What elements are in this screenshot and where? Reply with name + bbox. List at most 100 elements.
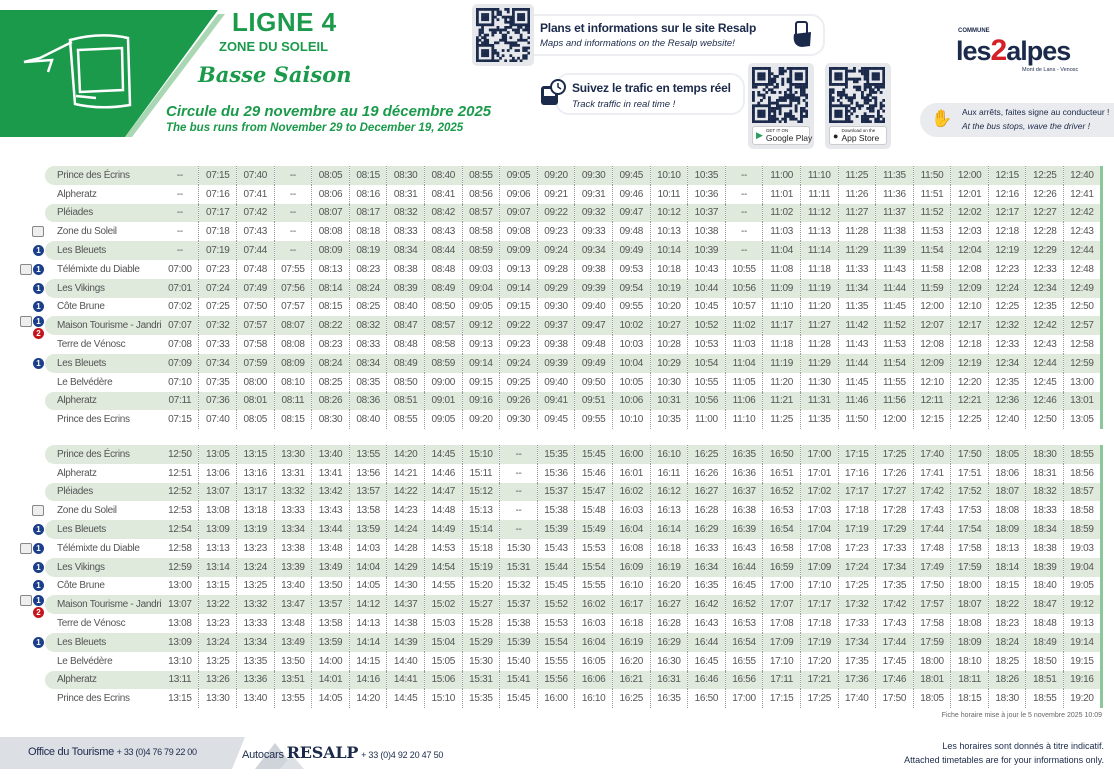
departure-time: 07:35	[198, 372, 238, 392]
departure-time: 10:05	[612, 372, 651, 392]
departure-time: 15:56	[537, 670, 576, 690]
table-row: Terre de Vénosc 07:08 07:33 07:58 08:08 08:23…	[45, 335, 1103, 354]
departure-time: 08:01	[236, 391, 275, 411]
stop-name: Prince des Ecrins	[57, 414, 130, 426]
departure-time: 16:18	[612, 614, 651, 633]
departure-time: 10:19	[650, 278, 689, 298]
departure-time: 11:27	[800, 316, 839, 336]
app-store-badge[interactable]: ● Download on the App Store	[829, 126, 887, 145]
departure-time: 17:00	[762, 576, 801, 596]
departure-time: 15:11	[462, 463, 501, 483]
departure-time: 14:38	[386, 614, 425, 633]
departure-time: 18:30	[1025, 445, 1065, 464]
departure-time: 08:57	[462, 203, 501, 223]
departure-time: 19:12	[1063, 595, 1103, 615]
departure-time: 07:01	[161, 278, 200, 298]
departure-time: 18:38	[1025, 538, 1065, 558]
departure-time: 18:40	[1025, 576, 1065, 596]
departure-time: 11:44	[875, 278, 914, 298]
departure-time: 12:57	[1063, 316, 1103, 336]
departure-time: 10:36	[687, 184, 726, 204]
departure-time: 16:39	[725, 520, 764, 539]
departure-time: 09:46	[612, 184, 651, 204]
google-play-qr[interactable]: ▶ GET IT ON Google Play	[748, 63, 814, 149]
line-1-icon: 1	[33, 301, 44, 313]
departure-time: 11:01	[762, 184, 801, 204]
stop-connection-icons: 1	[10, 279, 44, 298]
departure-time: 11:51	[913, 184, 952, 204]
departure-time: 13:48	[274, 614, 313, 633]
app-store-qr[interactable]: ● Download on the App Store	[825, 63, 891, 149]
departure-time: 17:27	[875, 482, 914, 502]
departure-time: 11:35	[838, 297, 877, 317]
departure-time: 15:27	[462, 595, 501, 615]
departure-time: 13:00	[161, 576, 200, 596]
departure-time: 08:47	[386, 316, 425, 336]
departure-time: 16:59	[762, 557, 801, 577]
departure-time: 11:14	[800, 241, 839, 260]
departure-time: 17:44	[875, 632, 914, 652]
departure-time: 17:58	[950, 538, 989, 558]
departure-time: 08:38	[386, 259, 425, 279]
wave-notice-fr: Aux arrêts, faites signe au conducteur !	[962, 107, 1110, 117]
departure-time: 17:43	[913, 501, 952, 521]
departure-time: 11:06	[725, 391, 764, 411]
departure-time: 18:09	[950, 632, 989, 652]
departure-time: 15:46	[574, 463, 613, 483]
departure-time: 15:03	[424, 614, 463, 633]
departure-time: 08:49	[424, 278, 463, 298]
departure-time: 07:00	[161, 259, 200, 279]
departure-time: 13:36	[236, 670, 275, 690]
departure-time: 11:04	[762, 241, 801, 260]
web-qr-code[interactable]	[472, 4, 534, 66]
departure-time: 12:19	[950, 353, 989, 373]
departure-time: 10:29	[650, 353, 689, 373]
departure-time: 07:40	[198, 410, 238, 430]
departure-time: 12:44	[1063, 241, 1103, 260]
departure-time: 09:26	[499, 391, 538, 411]
departure-time: 09:39	[537, 353, 576, 373]
departure-time: 16:03	[574, 614, 613, 633]
departure-time: 18:07	[950, 595, 989, 615]
departure-time: 10:56	[725, 278, 764, 298]
departure-time: 17:23	[838, 538, 877, 558]
departure-time: 13:51	[274, 670, 313, 690]
google-play-badge[interactable]: ▶ GET IT ON Google Play	[752, 126, 813, 145]
departure-time: 13:00	[1063, 372, 1103, 392]
departure-time: 13:35	[236, 651, 275, 671]
departure-time: 16:45	[687, 651, 726, 671]
departure-time: 12:35	[988, 372, 1027, 392]
departure-time: 10:04	[612, 353, 651, 373]
departure-time: 18:05	[913, 689, 952, 709]
departure-time: 09:00	[424, 372, 463, 392]
departure-time: 09:15	[499, 297, 538, 317]
departure-time: 09:20	[537, 166, 576, 185]
departure-time: 17:29	[875, 520, 914, 539]
tourism-icon	[20, 595, 32, 607]
departure-time: 12:35	[1025, 297, 1065, 317]
departure-time: 13:59	[311, 632, 350, 652]
departure-time: 11:10	[725, 410, 764, 430]
stop-name: Prince des Écrins	[45, 166, 162, 185]
departure-time: 16:12	[650, 482, 689, 502]
departure-time: 13:55	[274, 689, 313, 709]
departure-time: 17:46	[875, 670, 914, 690]
departure-time: 15:54	[574, 557, 613, 577]
departure-time: 18:56	[1063, 463, 1103, 483]
resalp-contact: Autocars RESALP + 33 (0)4 92 20 47 50	[242, 743, 444, 762]
departure-time: 11:10	[762, 297, 801, 317]
departure-time: 10:39	[687, 241, 726, 260]
table-row: Pléiades 12:52 13:07 13:17 13:32 13:42 13:57 14…	[45, 482, 1103, 502]
departure-time: 18:58	[1063, 501, 1103, 521]
departure-time: 12:33	[1025, 259, 1065, 279]
departure-time: 14:24	[386, 520, 425, 539]
departure-time: 09:31	[574, 184, 613, 204]
departure-time: 09:30	[537, 297, 576, 317]
departure-time: 11:35	[800, 410, 839, 430]
google-play-label: Google Play	[765, 132, 813, 143]
departure-time: 12:10	[913, 372, 952, 392]
departure-time: 11:05	[725, 372, 764, 392]
line-1-icon: 1	[33, 580, 44, 592]
departure-time: 11:54	[913, 241, 952, 260]
departure-time: 16:54	[762, 520, 801, 539]
